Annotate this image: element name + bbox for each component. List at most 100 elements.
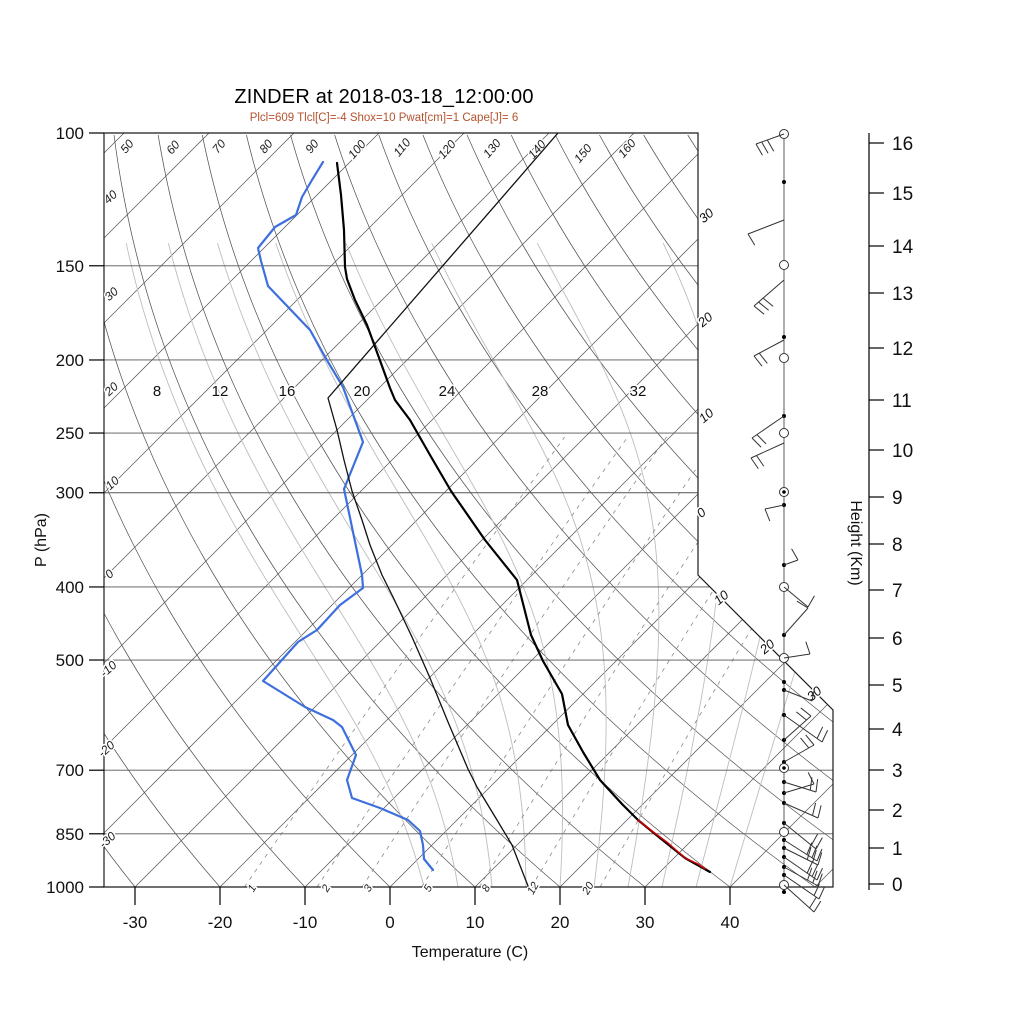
svg-text:200: 200 — [56, 351, 84, 370]
wind-barb — [783, 802, 822, 819]
svg-text:0: 0 — [892, 875, 903, 896]
svg-text:0: 0 — [385, 913, 394, 932]
svg-text:1000: 1000 — [46, 878, 84, 897]
wind-barb — [783, 688, 816, 702]
wind-barb — [753, 339, 785, 367]
wind-level-dot — [782, 680, 786, 684]
svg-text:50: 50 — [117, 137, 137, 156]
moist-adiabat-lines — [125, 242, 833, 887]
mixing-ratio-lines — [244, 436, 833, 887]
pressure-axis: 100 150 200 250 300 400 500 700 850 1000 P (hPa) — [33, 124, 104, 897]
svg-text:11: 11 — [892, 391, 912, 412]
x-axis-title: Temperature (C) — [412, 944, 528, 961]
wind-level-circle — [779, 827, 789, 837]
svg-text:16: 16 — [892, 134, 913, 155]
svg-text:8: 8 — [153, 383, 161, 400]
svg-text:-30: -30 — [123, 913, 148, 932]
svg-text:0: 0 — [694, 504, 710, 521]
svg-text:400: 400 — [56, 578, 84, 597]
wind-barb — [783, 714, 829, 743]
wind-level-circle — [779, 428, 789, 438]
svg-text:150: 150 — [571, 141, 595, 166]
svg-text:8: 8 — [892, 535, 903, 556]
wind-level-dot — [782, 335, 786, 339]
svg-text:12: 12 — [525, 880, 542, 897]
svg-text:1: 1 — [246, 883, 259, 894]
wind-barb — [783, 874, 825, 900]
svg-text:15: 15 — [892, 184, 913, 205]
svg-text:10: 10 — [892, 441, 913, 462]
svg-text:10: 10 — [103, 473, 123, 493]
svg-text:30: 30 — [102, 284, 122, 304]
wind-barb — [783, 734, 815, 763]
svg-text:3: 3 — [362, 882, 376, 894]
wet_bulb-curve — [327, 133, 559, 887]
svg-text:13: 13 — [892, 284, 913, 305]
svg-text:250: 250 — [56, 424, 84, 443]
pressure-gridlines — [104, 133, 833, 887]
y-axis-title-height: Height (Km) — [847, 500, 864, 585]
sounding-curves — [256, 133, 712, 887]
svg-text:-20: -20 — [95, 738, 117, 760]
wind-barb — [783, 600, 809, 636]
wind-barb — [783, 884, 822, 913]
wind-barb — [783, 707, 812, 741]
wind-barb — [755, 133, 785, 156]
svg-text:150: 150 — [56, 257, 84, 276]
svg-text:32: 32 — [630, 383, 647, 400]
svg-text:60: 60 — [163, 138, 183, 157]
wind-barb — [753, 279, 785, 315]
wind-level-circle — [779, 353, 789, 363]
y-axis-title-pressure: P (hPa) — [33, 513, 50, 567]
svg-text:16: 16 — [279, 383, 296, 400]
svg-text:-30: -30 — [96, 829, 118, 851]
wind-barb — [783, 847, 823, 866]
svg-text:14: 14 — [892, 237, 914, 258]
svg-text:30: 30 — [636, 913, 655, 932]
svg-text:130: 130 — [480, 136, 504, 161]
svg-text:90: 90 — [302, 137, 322, 156]
wind-level-dot — [782, 890, 786, 894]
parcel_positive_area-curve — [637, 819, 706, 870]
svg-text:300: 300 — [56, 484, 84, 503]
wind-level-dot — [782, 180, 786, 184]
svg-text:70: 70 — [209, 137, 229, 156]
wind-barb — [783, 856, 823, 881]
wind-barb — [750, 442, 785, 470]
page-title: ZINDER at 2018-03-18_12:00:00 — [234, 86, 534, 108]
svg-text:40: 40 — [721, 913, 740, 932]
wind-barb — [783, 839, 823, 862]
wind-barb — [747, 219, 785, 246]
svg-text:30: 30 — [696, 205, 717, 226]
svg-text:4: 4 — [892, 720, 903, 741]
svg-text:5: 5 — [422, 882, 436, 894]
svg-text:700: 700 — [56, 761, 84, 780]
svg-text:850: 850 — [56, 825, 84, 844]
svg-text:5: 5 — [892, 676, 903, 697]
background-line-labels: 50 60 70 80 90 100 110 120 130 140 150 160403020100… — [94, 134, 827, 899]
svg-text:12: 12 — [892, 339, 913, 360]
svg-text:2: 2 — [319, 883, 333, 895]
wind-barb — [783, 641, 811, 659]
wind-barb — [751, 415, 785, 448]
svg-text:-20: -20 — [208, 913, 233, 932]
dry-adiabat-lines — [104, 134, 833, 887]
wind-barb — [783, 548, 799, 566]
svg-text:10: 10 — [696, 405, 717, 426]
svg-text:7: 7 — [892, 581, 903, 602]
wind-barb — [783, 866, 823, 887]
svg-text:10: 10 — [711, 587, 732, 608]
svg-text:100: 100 — [56, 124, 84, 143]
svg-text:24: 24 — [439, 383, 456, 400]
wind-barb-column — [747, 129, 829, 913]
wind-barb — [764, 504, 785, 522]
svg-text:28: 28 — [532, 383, 549, 400]
svg-text:6: 6 — [892, 629, 903, 650]
svg-text:12: 12 — [212, 383, 229, 400]
svg-text:110: 110 — [390, 135, 413, 159]
wind-level-circle — [779, 260, 789, 270]
svg-text:20: 20 — [354, 383, 371, 400]
